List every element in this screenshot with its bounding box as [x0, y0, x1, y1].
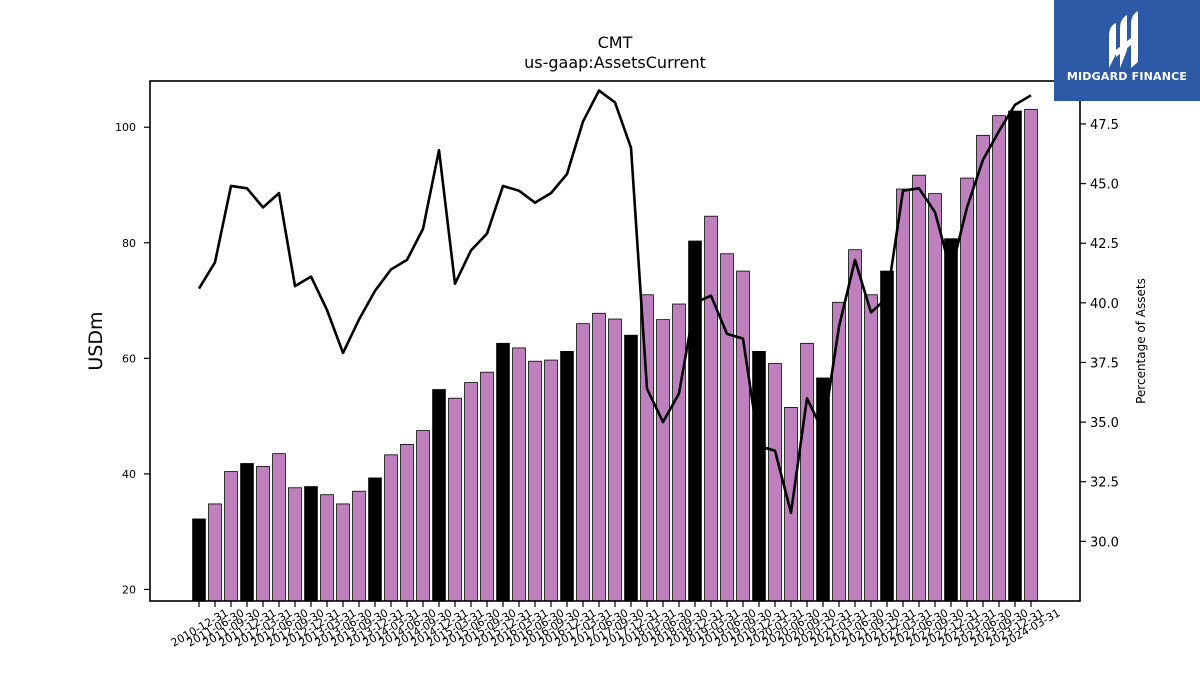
bar-quarterly	[720, 253, 734, 602]
bar-annual	[240, 463, 254, 602]
bar-quarterly	[272, 453, 286, 602]
bar-quarterly	[832, 301, 846, 602]
y-tick-label: 20	[122, 583, 136, 596]
bar-quarterly	[960, 177, 974, 602]
bar-quarterly	[416, 430, 430, 602]
bar-quarterly	[576, 323, 590, 602]
chart-subtitle: us-gaap:AssetsCurrent	[524, 53, 706, 72]
bar-quarterly	[928, 193, 942, 602]
bar-quarterly	[224, 471, 238, 602]
y-tick-label: 40	[122, 468, 136, 481]
bar-quarterly	[288, 487, 302, 602]
bar-quarterly	[208, 503, 222, 602]
chart-title: CMT	[598, 33, 633, 52]
bar-quarterly	[336, 503, 350, 602]
x-axis: 2010-12-312011-06-302011-09-302011-12-31…	[169, 601, 1063, 650]
y2-tick-label: 32.5	[1090, 476, 1119, 491]
bar-quarterly	[768, 363, 782, 602]
bar-quarterly	[608, 318, 622, 602]
bar-quarterly	[848, 249, 862, 602]
bar-quarterly	[384, 454, 398, 602]
bars-layer	[192, 108, 1038, 602]
bar-quarterly	[464, 382, 478, 602]
bar-annual	[624, 334, 638, 602]
bar-quarterly	[528, 360, 542, 602]
bar-quarterly	[352, 490, 366, 602]
bar-quarterly	[512, 347, 526, 602]
y-right-axis: 30.0 32.5 35.0 37.5 40.0 42.5 45.0 47.5	[1080, 118, 1119, 550]
y2-tick-label: 37.5	[1090, 356, 1119, 371]
bar-annual	[752, 350, 766, 602]
bar-quarterly	[736, 270, 750, 602]
bar-quarterly	[992, 115, 1006, 602]
bar-quarterly	[704, 215, 718, 602]
bar-quarterly	[448, 397, 462, 602]
y-left-axis: 20 40 60 80 100	[115, 121, 150, 596]
bar-quarterly	[912, 174, 926, 602]
brand-name: MIDGARD FINANCE	[1066, 70, 1188, 83]
brand-logo: MIDGARD FINANCE	[1054, 0, 1200, 101]
bar-annual	[304, 486, 318, 602]
bar-annual	[688, 240, 702, 602]
bar-quarterly	[864, 294, 878, 602]
bar-quarterly	[976, 134, 990, 602]
y2-axis-label: Percentage of Assets	[1134, 278, 1148, 404]
bar-quarterly	[544, 359, 558, 602]
bar-quarterly	[656, 319, 670, 602]
bar-quarterly	[1024, 108, 1038, 602]
bar-annual	[368, 477, 382, 602]
bar-quarterly	[400, 444, 414, 602]
y-tick-label: 100	[115, 121, 136, 134]
y-axis-label: USDm	[85, 311, 107, 370]
y-tick-label: 80	[122, 237, 136, 250]
bar-quarterly	[896, 188, 910, 602]
bar-annual	[880, 270, 894, 602]
y2-tick-label: 42.5	[1090, 237, 1119, 252]
y-tick-label: 60	[122, 352, 136, 365]
percentage-line	[197, 89, 1032, 515]
bar-annual	[496, 342, 510, 602]
bar-quarterly	[800, 342, 814, 602]
y2-tick-label: 40.0	[1090, 297, 1119, 312]
bar-annual	[1008, 110, 1022, 602]
bar-quarterly	[480, 371, 494, 602]
bar-quarterly	[320, 494, 334, 602]
bar-quarterly	[592, 312, 606, 602]
y2-tick-label: 45.0	[1090, 178, 1119, 193]
bar-annual	[560, 350, 574, 602]
y2-tick-label: 47.5	[1090, 118, 1119, 133]
y2-tick-label: 30.0	[1090, 535, 1119, 550]
bar-quarterly	[672, 303, 686, 602]
bar-annual	[432, 389, 446, 602]
bar-annual	[192, 518, 206, 602]
bar-annual	[816, 377, 830, 602]
bar-quarterly	[256, 465, 270, 602]
midgard-logo-icon	[1109, 11, 1138, 68]
y2-tick-label: 35.0	[1090, 416, 1119, 431]
bar-annual	[944, 238, 958, 602]
